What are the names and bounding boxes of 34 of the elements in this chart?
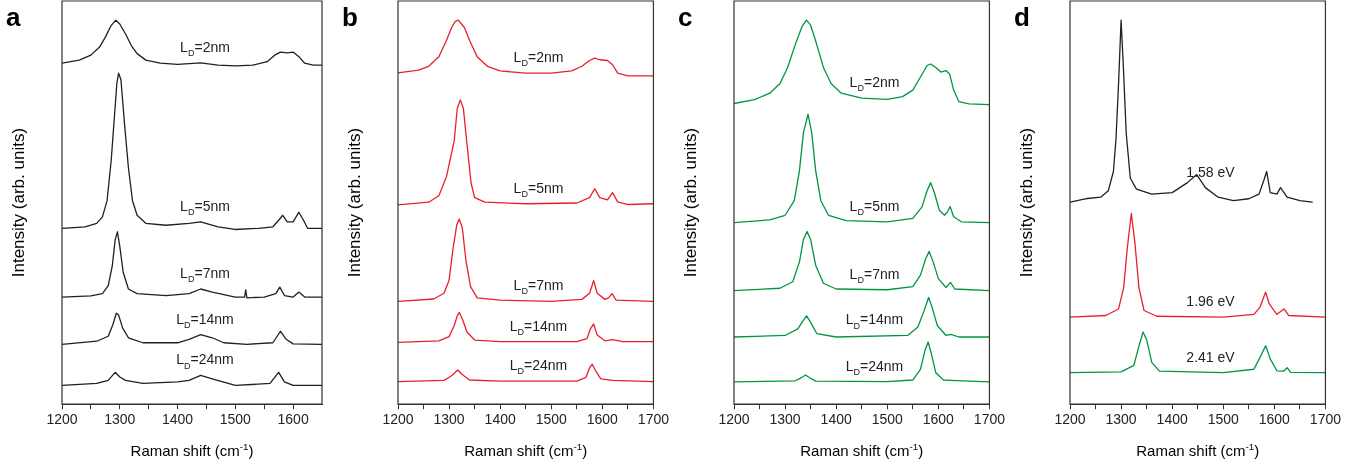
series-label: 2.41 eV: [1186, 348, 1236, 365]
chart-title: d: [1014, 2, 1030, 33]
x-tick-label: 1500: [871, 411, 904, 428]
y-axis-title: Intensity (arb. units): [1017, 127, 1036, 278]
x-tick-label: 1500: [219, 411, 252, 428]
x-tick-label: 1200: [46, 411, 78, 428]
x-tick-label: 1200: [382, 411, 414, 428]
x-tick-label: 1400: [820, 411, 852, 428]
x-tick-label: 1600: [277, 411, 309, 428]
x-tick-label: 1600: [586, 411, 619, 428]
x-tick-label: 1300: [769, 411, 801, 428]
series-label: 1.58 eV: [1186, 163, 1236, 180]
x-tick-label: 1700: [637, 411, 670, 428]
series-label: 1.96 eV: [1186, 293, 1236, 310]
x-tick-label: 1200: [718, 411, 750, 428]
x-tick-label: 1300: [104, 411, 136, 428]
x-tick-label: 1500: [535, 411, 568, 428]
x-tick-label: 1700: [973, 411, 1006, 428]
chart-title: b: [342, 2, 358, 33]
x-tick-label: 1700: [1309, 411, 1342, 428]
x-tick-label: 1300: [433, 411, 465, 428]
y-axis-title: Intensity (arb. units): [9, 127, 28, 278]
x-tick-label: 1500: [1207, 411, 1240, 428]
x-tick-label: 1400: [161, 411, 194, 428]
x-tick-label: 1600: [922, 411, 955, 428]
x-tick-label: 1400: [484, 411, 516, 428]
y-axis-title: Intensity (arb. units): [345, 127, 364, 278]
chart-title: a: [6, 2, 21, 33]
x-tick-label: 1400: [1156, 411, 1188, 428]
chart-title: c: [678, 2, 693, 33]
x-tick-label: 1600: [1258, 411, 1291, 428]
y-axis-title: Intensity (arb. units): [681, 127, 700, 278]
x-tick-label: 1200: [1054, 411, 1086, 428]
x-tick-label: 1300: [1105, 411, 1137, 428]
